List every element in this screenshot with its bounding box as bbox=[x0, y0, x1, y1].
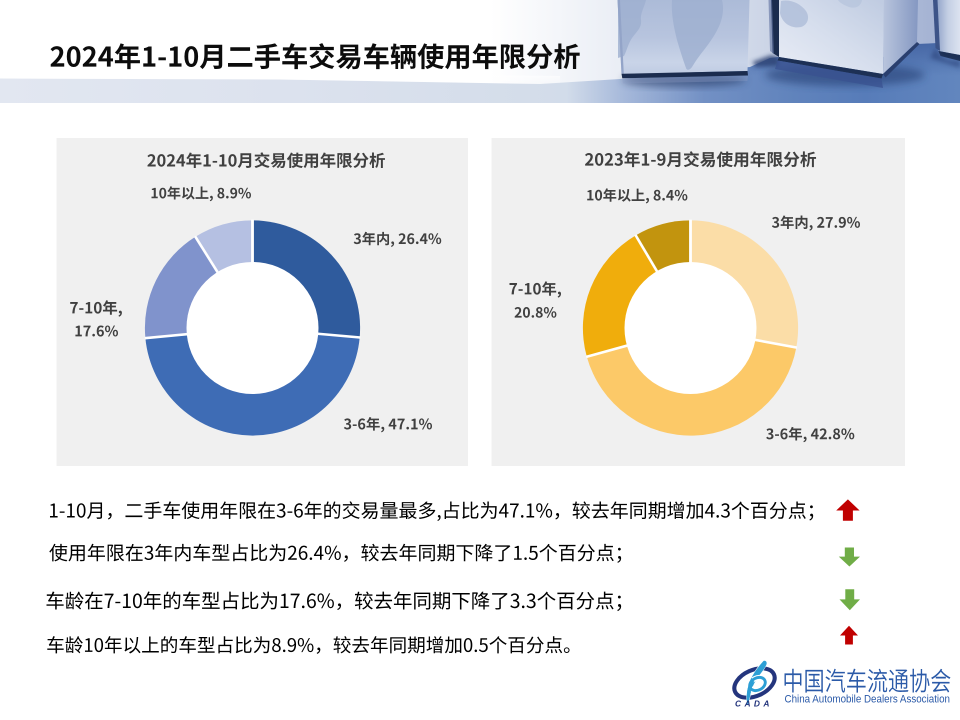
svg-text:China Automobile Dealers Assoc: China Automobile Dealers Association bbox=[785, 694, 951, 706]
svg-text:CADA: CADA bbox=[735, 699, 773, 709]
